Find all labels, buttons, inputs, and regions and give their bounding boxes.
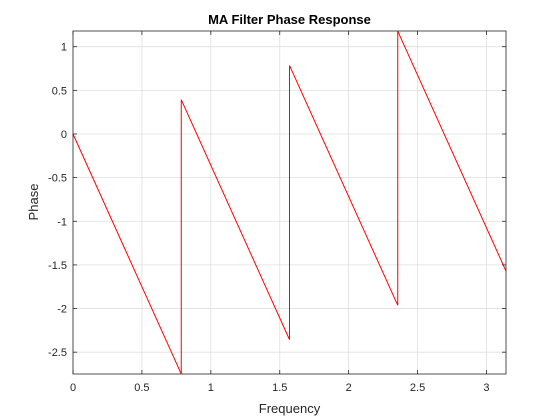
y-tick-label: -1.5: [48, 260, 67, 272]
x-tick-label: 2: [346, 382, 352, 394]
y-tick-label: 0: [61, 129, 67, 141]
y-tick-label: -2.5: [48, 347, 67, 359]
x-axis-label: Frequency: [259, 401, 321, 416]
y-tick-label: 0.5: [52, 85, 67, 97]
series-layer: [72, 30, 507, 375]
plot-frame: [72, 30, 507, 375]
x-tick-label: 0.5: [134, 382, 149, 394]
x-tick-label: 3: [483, 382, 489, 394]
chart-title: MA Filter Phase Response: [208, 12, 371, 27]
x-tick-label: 1: [208, 382, 214, 394]
y-tick-label: -0.5: [48, 173, 67, 185]
y-tick-label: -1: [57, 216, 67, 228]
y-tick-label: -2: [57, 304, 67, 316]
phase-series-line: [72, 30, 507, 375]
y-tick-label: 1: [61, 42, 67, 54]
x-tick-label: 0: [70, 382, 76, 394]
x-tick-label: 1.5: [272, 382, 287, 394]
x-tick-label: 2.5: [410, 382, 425, 394]
ticks: 0 0.5 1 1.5 2 2.5 3 1 0.5 0 -0.5 -1 -1.5 -2 -2.5: [48, 31, 506, 394]
y-axis-label: Phase: [26, 184, 41, 221]
